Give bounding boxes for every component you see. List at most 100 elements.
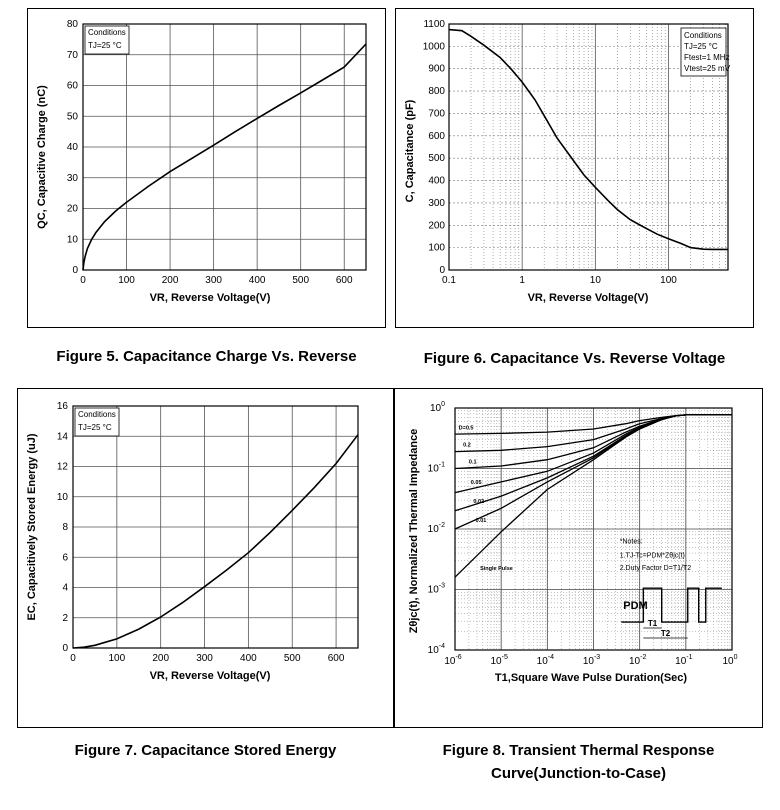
y-tick-label: 60 (67, 81, 79, 92)
y-tick-label: 70 (67, 50, 79, 61)
notes-line-1: 1.TJ-Tc=PDM*Zθjc(t) (620, 552, 685, 559)
y-tick-label: 30 (67, 173, 79, 184)
x-tick-label: 400 (249, 275, 266, 286)
series-label: 0.01 (476, 518, 487, 524)
series-label: 0.1 (469, 460, 477, 466)
x-axis-label: T1,Square Wave Pulse Duration(Sec) (495, 672, 687, 684)
y-tick-label: 700 (428, 108, 445, 119)
chart-panel-fig5: 0 100 200 300 400 500 600 0 10 20 30 40 50 60 70 80 Cond… (27, 8, 386, 328)
plot-frame (72, 405, 359, 649)
y-axis-label: Zθjc(t), Normalized Thermal Impedance (408, 429, 420, 634)
notes-line-2: 2.Duty Factor D=T1/T2 (620, 565, 691, 572)
series-line (82, 43, 367, 271)
y-tick-label: 100 (430, 401, 445, 414)
chart-panel-fig7: 0 100 200 300 400 500 600 0 2 4 6 8 10 12 14 16 Conditio… (17, 388, 394, 728)
y-tick-label: 10-1 (428, 462, 445, 475)
y-tick-label: 14 (57, 431, 69, 442)
y-tick-label: 10-4 (428, 643, 445, 656)
y-axis-label: QC, Capacitive Charge (nC) (36, 85, 48, 229)
y-tick-label: 40 (67, 142, 79, 153)
x-tick-label: 1 (519, 275, 525, 286)
x-tick-label: 100 (118, 275, 135, 286)
caption-fig7: Figure 7. Capacitance Stored Energy (74, 742, 337, 759)
conditions-line: Ftest=1 MHz (684, 53, 730, 62)
x-tick-label: 500 (292, 275, 309, 286)
chart-fig7: 0 100 200 300 400 500 600 0 2 4 6 8 10 12 14 16 Conditio… (26, 401, 359, 682)
y-tick-label: 300 (428, 198, 445, 209)
conditions-box (680, 27, 727, 77)
conditions-line: Vtest=25 mV (684, 64, 731, 73)
y-tick-label: 10-2 (428, 522, 445, 535)
y-tick-label: 80 (67, 19, 79, 30)
x-tick-label: 600 (336, 275, 353, 286)
conditions-title: Conditions (88, 28, 126, 37)
y-tick-label: 0 (62, 643, 68, 654)
y-tick-label: 10 (67, 234, 79, 245)
y-tick-label: 4 (62, 583, 68, 594)
pulse-label-pdm: PDM (623, 600, 647, 612)
x-tick-label: 100 (660, 275, 677, 286)
plot-frame (448, 23, 729, 271)
x-tick-label: 10-3 (583, 654, 600, 667)
x-tick-label: 10-6 (444, 654, 461, 667)
x-tick-label: 0 (70, 653, 76, 664)
x-tick-label: 10-2 (629, 654, 646, 667)
pulse-label-t1: T1 (648, 619, 658, 628)
y-tick-label: 8 (62, 522, 68, 533)
x-tick-label: 200 (152, 653, 169, 664)
series-label: 0.05 (471, 480, 482, 486)
x-axis-label: VR, Reverse Voltage(V) (150, 670, 271, 682)
chart-fig5: 0 100 200 300 400 500 600 0 10 20 30 40 50 60 70 80 Cond… (36, 19, 367, 304)
y-tick-label: 2 (62, 613, 68, 624)
y-tick-label: 12 (57, 462, 69, 473)
y-tick-label: 600 (428, 131, 445, 142)
x-axis-label: VR, Reverse Voltage(V) (528, 292, 649, 304)
y-axis-label: EC, Capacitively Stored Energy (uJ) (26, 433, 38, 620)
x-tick-label: 600 (328, 653, 345, 664)
conditions-line: Conditions (684, 31, 722, 40)
series-line (448, 28, 728, 251)
y-tick-label: 20 (67, 204, 79, 215)
y-tick-label: 1100 (423, 19, 445, 30)
y-tick-label: 100 (428, 243, 445, 254)
caption-fig8-line2: Curve(Junction-to-Case) (490, 765, 666, 782)
x-tick-label: 0 (80, 275, 86, 286)
x-tick-label: 10-5 (490, 654, 507, 667)
caption-fig8-line1: Figure 8. Transient Thermal Response (442, 742, 715, 759)
x-tick-label: 300 (205, 275, 222, 286)
y-axis-label: C, Capacitance (pF) (404, 99, 416, 202)
x-tick-label: 0.1 (442, 275, 456, 286)
y-tick-label: 200 (428, 220, 445, 231)
conditions-box (74, 407, 120, 437)
series-label: Single Pulse (480, 566, 513, 572)
y-tick-label: 500 (428, 153, 445, 164)
x-tick-label: 10-1 (675, 654, 692, 667)
chart-panel-fig6: 0.1 1 10 100 0 100 200 300 400 500 600 700 800 900 100… (395, 8, 754, 328)
y-tick-label: 400 (428, 176, 445, 187)
y-tick-label: 900 (428, 64, 445, 75)
y-tick-label: 0 (72, 265, 78, 276)
x-tick-label: 200 (162, 275, 179, 286)
y-tick-label: 6 (62, 552, 68, 563)
x-tick-label: 10-4 (537, 654, 554, 667)
conditions-temp: TJ=25 °C (78, 423, 112, 432)
x-tick-label: 100 (109, 653, 126, 664)
chart-fig8: 10-6 10-5 10-4 10-3 10-2 10-1 100 10-4 10-3 10-2 1… (408, 401, 738, 684)
conditions-title: Conditions (78, 410, 116, 419)
y-tick-label: 10 (57, 492, 69, 503)
series-label: 0.2 (463, 443, 471, 449)
series-line (454, 414, 732, 578)
series-line (72, 434, 359, 649)
y-tick-label: 16 (57, 401, 69, 412)
chart-panel-fig8: 10-6 10-5 10-4 10-3 10-2 10-1 100 10-4 10-3 10-2 1… (394, 388, 763, 728)
plot-frame (82, 23, 367, 271)
y-tick-label: 50 (67, 111, 79, 122)
conditions-line: TJ=25 °C (684, 42, 718, 51)
pulse-waveform (621, 587, 722, 623)
caption-fig5: Figure 5. Capacitance Charge Vs. Reverse (56, 348, 357, 365)
notes-title: *Notes: (620, 538, 643, 545)
caption-fig6: Figure 6. Capacitance Vs. Reverse Voltag… (423, 350, 726, 367)
y-tick-label: 1000 (423, 41, 446, 52)
chart-fig6: 0.1 1 10 1000100200300400500600700800900100… (404, 19, 731, 304)
x-tick-label: 10 (590, 275, 602, 286)
